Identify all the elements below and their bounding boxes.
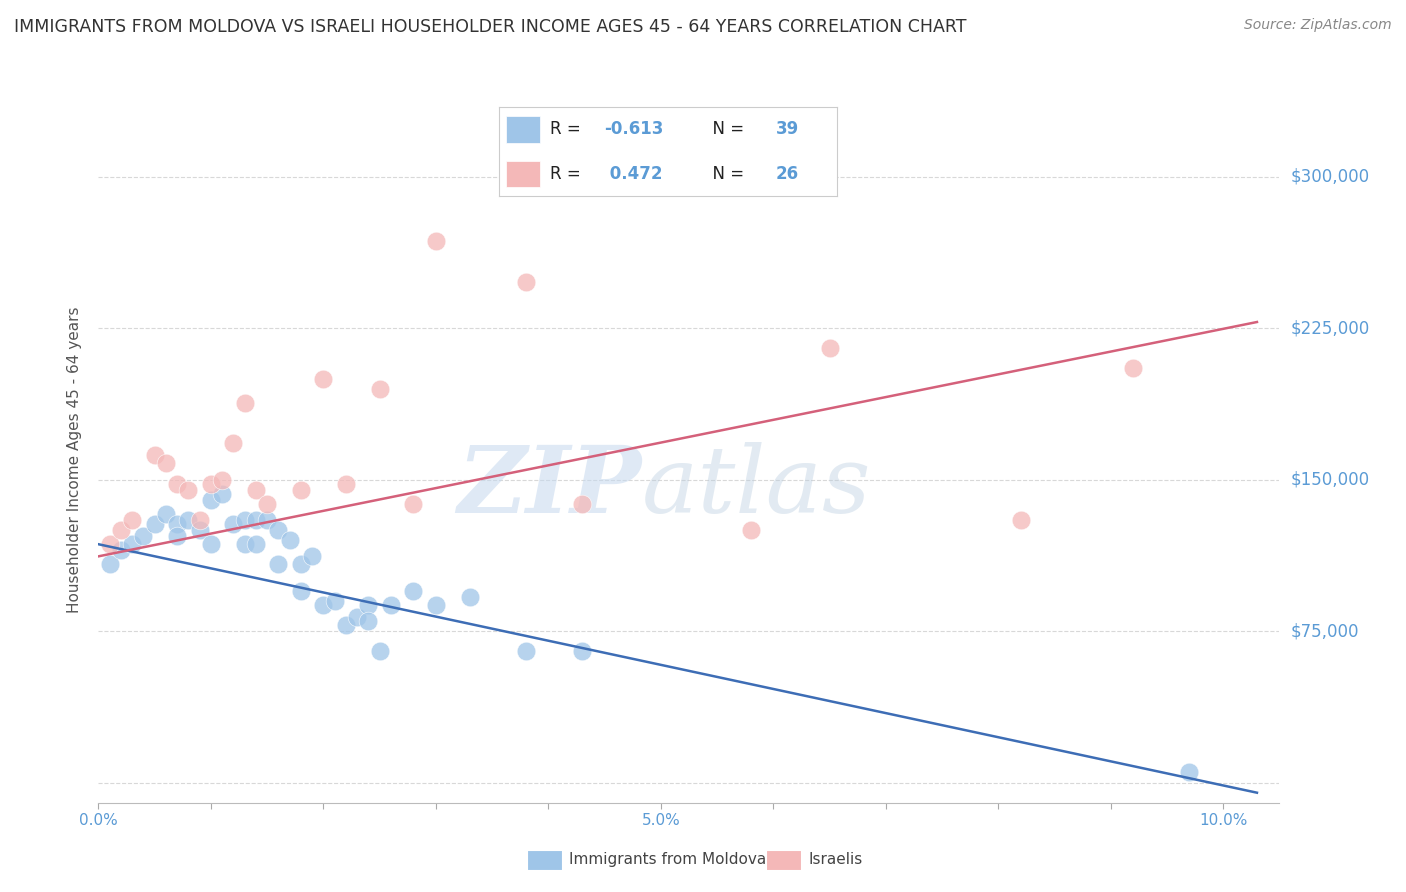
- Point: [188, 513, 211, 527]
- Point: [222, 516, 245, 531]
- Text: IMMIGRANTS FROM MOLDOVA VS ISRAELI HOUSEHOLDER INCOME AGES 45 - 64 YEARS CORRELA: IMMIGRANTS FROM MOLDOVA VS ISRAELI HOUSE…: [14, 18, 966, 36]
- Text: atlas: atlas: [641, 442, 872, 532]
- Point: [233, 513, 256, 527]
- Point: [571, 497, 593, 511]
- Point: [222, 436, 245, 450]
- Point: [166, 516, 188, 531]
- Point: [368, 382, 391, 396]
- Point: [121, 513, 143, 527]
- Point: [155, 507, 177, 521]
- Text: $225,000: $225,000: [1291, 319, 1369, 337]
- Point: [323, 594, 346, 608]
- Point: [357, 614, 380, 628]
- Point: [290, 583, 312, 598]
- Point: [1010, 513, 1032, 527]
- Point: [143, 448, 166, 462]
- FancyBboxPatch shape: [506, 161, 540, 187]
- Text: R =: R =: [550, 165, 586, 183]
- Point: [380, 598, 402, 612]
- Point: [290, 558, 312, 572]
- Point: [233, 396, 256, 410]
- Point: [98, 558, 121, 572]
- Point: [571, 644, 593, 658]
- Point: [211, 487, 233, 501]
- Point: [132, 529, 155, 543]
- Text: Israelis: Israelis: [808, 853, 863, 867]
- Point: [110, 543, 132, 558]
- Point: [245, 513, 267, 527]
- Point: [301, 549, 323, 564]
- Text: ZIP: ZIP: [457, 442, 641, 532]
- Point: [402, 497, 425, 511]
- Point: [166, 476, 188, 491]
- Point: [200, 492, 222, 507]
- Text: R =: R =: [550, 120, 586, 138]
- Point: [233, 537, 256, 551]
- Point: [98, 537, 121, 551]
- Point: [346, 610, 368, 624]
- Text: Source: ZipAtlas.com: Source: ZipAtlas.com: [1244, 18, 1392, 32]
- Point: [357, 598, 380, 612]
- Point: [515, 644, 537, 658]
- Point: [200, 476, 222, 491]
- Point: [290, 483, 312, 497]
- Point: [256, 497, 278, 511]
- Point: [402, 583, 425, 598]
- Point: [177, 513, 200, 527]
- Text: $75,000: $75,000: [1291, 622, 1360, 640]
- Text: $300,000: $300,000: [1291, 168, 1369, 186]
- Point: [740, 523, 762, 537]
- Point: [818, 341, 841, 355]
- Point: [155, 457, 177, 471]
- Text: N =: N =: [702, 120, 749, 138]
- Point: [245, 483, 267, 497]
- Point: [256, 513, 278, 527]
- Point: [188, 523, 211, 537]
- Text: 39: 39: [776, 120, 799, 138]
- Point: [200, 537, 222, 551]
- Point: [335, 476, 357, 491]
- Point: [458, 590, 481, 604]
- Point: [515, 275, 537, 289]
- Text: Immigrants from Moldova: Immigrants from Moldova: [569, 853, 766, 867]
- Point: [312, 598, 335, 612]
- Point: [278, 533, 301, 548]
- Point: [425, 234, 447, 248]
- Point: [312, 371, 335, 385]
- Point: [143, 516, 166, 531]
- Point: [425, 598, 447, 612]
- Point: [110, 523, 132, 537]
- Point: [335, 618, 357, 632]
- Point: [245, 537, 267, 551]
- Point: [166, 529, 188, 543]
- Y-axis label: Householder Income Ages 45 - 64 years: Householder Income Ages 45 - 64 years: [67, 306, 83, 613]
- Point: [368, 644, 391, 658]
- Text: N =: N =: [702, 165, 749, 183]
- Point: [121, 537, 143, 551]
- Point: [267, 558, 290, 572]
- Text: $150,000: $150,000: [1291, 471, 1369, 489]
- Text: 0.472: 0.472: [603, 165, 662, 183]
- Point: [1122, 361, 1144, 376]
- Text: -0.613: -0.613: [603, 120, 664, 138]
- Point: [177, 483, 200, 497]
- Text: 26: 26: [776, 165, 799, 183]
- Point: [1178, 765, 1201, 780]
- Point: [267, 523, 290, 537]
- FancyBboxPatch shape: [506, 116, 540, 143]
- Point: [211, 473, 233, 487]
